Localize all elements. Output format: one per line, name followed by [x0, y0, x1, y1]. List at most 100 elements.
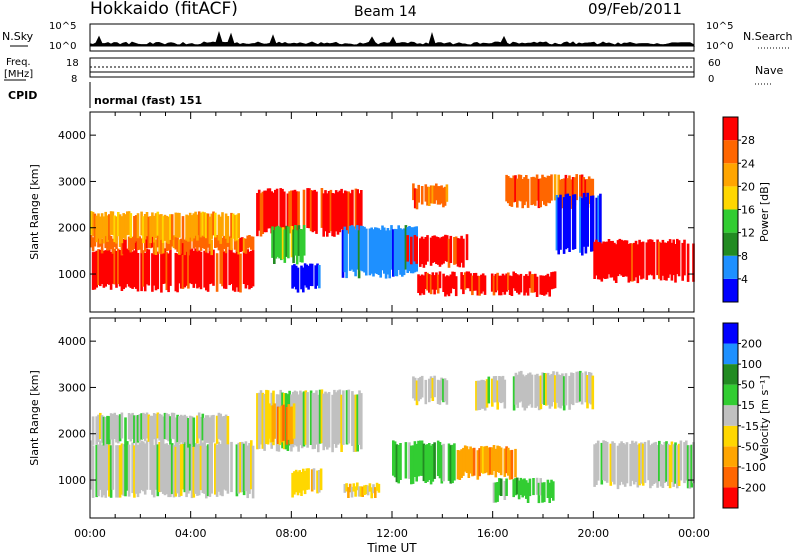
velocity-cell-6-10: [410, 445, 413, 485]
power-cell-0-21: [127, 250, 131, 287]
velocity-cell-12-26: [640, 442, 643, 484]
power-cell-8-6: [428, 274, 431, 293]
velocity-cell-8-25: [537, 482, 541, 504]
power-cell-0-18: [122, 251, 125, 290]
velocity-cell-1-25: [134, 415, 138, 444]
power-cell-0-70: [215, 253, 219, 292]
power-cell-12-10: [611, 240, 614, 278]
power-cell-7-19: [438, 238, 442, 267]
velocity-cell-11-40: [584, 371, 587, 403]
power-cell-8-72: [546, 273, 550, 293]
velocity-cell-0-54: [187, 442, 190, 494]
power-cell-8-41: [490, 273, 494, 292]
power-cell-6-15: [368, 228, 372, 276]
velocity-cell-6-11: [411, 445, 415, 484]
velocity-cell-7-15: [481, 446, 485, 474]
power-cells: [90, 174, 695, 297]
velocity-cell-11-3: [518, 371, 521, 403]
velocity-cell-11-36: [577, 371, 580, 403]
velocity-cell-0-26: [136, 444, 140, 498]
velocity-cell-6-17: [422, 443, 426, 482]
velocity-cell-8-13: [516, 477, 519, 495]
power-cell-0-67: [210, 248, 213, 284]
power-cell-10-33: [564, 174, 568, 202]
velocity-cell-0-87: [246, 445, 249, 499]
power-cell-2-78: [230, 212, 233, 238]
power-cell-0-30: [143, 252, 147, 292]
power-cell-12-40: [665, 242, 668, 281]
power-cell-6-6: [352, 226, 356, 272]
velocity-colorbar-label-7: -200: [741, 481, 766, 494]
power-cell-3-6: [266, 188, 270, 229]
velocity-cell-8-22: [532, 478, 535, 496]
power-x-axis: [89, 112, 695, 312]
power-cell-1-85: [242, 238, 246, 253]
power-cell-8-15: [444, 276, 447, 297]
velocity-cell-6-19: [426, 444, 429, 482]
velocity-cell-0-43: [167, 444, 170, 498]
power-cell-0-73: [221, 249, 224, 287]
power-cell-10-7: [517, 174, 521, 201]
power-cell-12-0: [593, 241, 596, 279]
power-cell-7-34: [465, 234, 469, 261]
power-cell-4-15: [297, 225, 301, 256]
power-cell-8-63: [530, 274, 533, 293]
power-cell-1-62: [201, 235, 205, 248]
velocity-cell-10-0: [475, 380, 478, 411]
velocity-cell-12-7: [605, 441, 609, 483]
sky-strip: N.Sky 10^5 10^0 10^5 10^0 N.Search: [2, 21, 793, 52]
power-cell-2-34: [151, 212, 154, 237]
power-cell-0-65: [206, 253, 210, 292]
power-cell-12-22: [632, 242, 636, 281]
power-cell-2-66: [208, 216, 212, 244]
power-cell-12-30: [647, 239, 650, 276]
power-cell-9-2: [415, 188, 419, 210]
power-cell-3-58: [360, 190, 363, 232]
power-colorbar-label-0: 4: [741, 273, 748, 286]
power-cell-0-12: [111, 248, 115, 284]
velocity-cell-10-13: [498, 376, 501, 403]
velocity-colorbar-seg-0: [723, 487, 738, 508]
power-cell-1-22: [129, 237, 133, 253]
power-cell-5-3: [296, 267, 300, 293]
velocity-cell-1-22: [129, 414, 133, 442]
velocity-cell-8-24: [535, 477, 539, 495]
velocity-cell-11-33: [571, 373, 575, 406]
power-cell-2-6: [100, 213, 104, 239]
velocity-cell-11-1: [514, 372, 518, 405]
power-cell-5-14: [316, 263, 319, 286]
velocity-cell-5-11: [361, 486, 364, 497]
velocity-cell-0-42: [165, 443, 169, 495]
power-cell-8-36: [481, 273, 485, 292]
power-cell-10-35: [568, 175, 571, 203]
power-ylabel: Slant Range [km]: [28, 164, 41, 260]
power-cell-2-68: [212, 211, 215, 236]
velocity-cell-7-18: [487, 447, 490, 476]
velocity-cell-8-17: [523, 478, 526, 496]
velocity-cell-1-71: [217, 412, 221, 439]
power-cell-12-1: [595, 239, 598, 276]
power-cell-1-89: [250, 236, 253, 250]
velocity-cell-7-29: [507, 447, 510, 476]
power-cell-10-30: [559, 179, 562, 210]
velocity-cell-5-4: [348, 483, 352, 493]
power-cell-1-63: [203, 235, 206, 250]
power-cell-2-19: [124, 214, 127, 240]
velocity-cell-6-7: [404, 442, 408, 479]
power-cell-11-2: [559, 194, 562, 250]
velocity-cell-11-10: [530, 374, 534, 408]
power-cell-0-56: [190, 248, 194, 285]
power-cell-0-47: [174, 252, 178, 292]
velocity-cell-2-37: [322, 393, 325, 451]
velocity-cell-1-12: [111, 413, 115, 441]
velocity-cell-7-20: [490, 447, 494, 475]
velocity-cell-5-3: [347, 487, 350, 498]
velocity-cell-9-14: [436, 379, 440, 404]
velocity-cell-3-4: [273, 403, 276, 439]
velocity-cell-11-9: [528, 372, 532, 405]
power-cell-8-35: [480, 274, 483, 294]
power-cell-1-21: [127, 236, 131, 250]
power-cell-1-46: [172, 235, 176, 249]
velocity-cell-10-14: [499, 376, 503, 404]
velocity-cell-9-1: [413, 377, 417, 401]
